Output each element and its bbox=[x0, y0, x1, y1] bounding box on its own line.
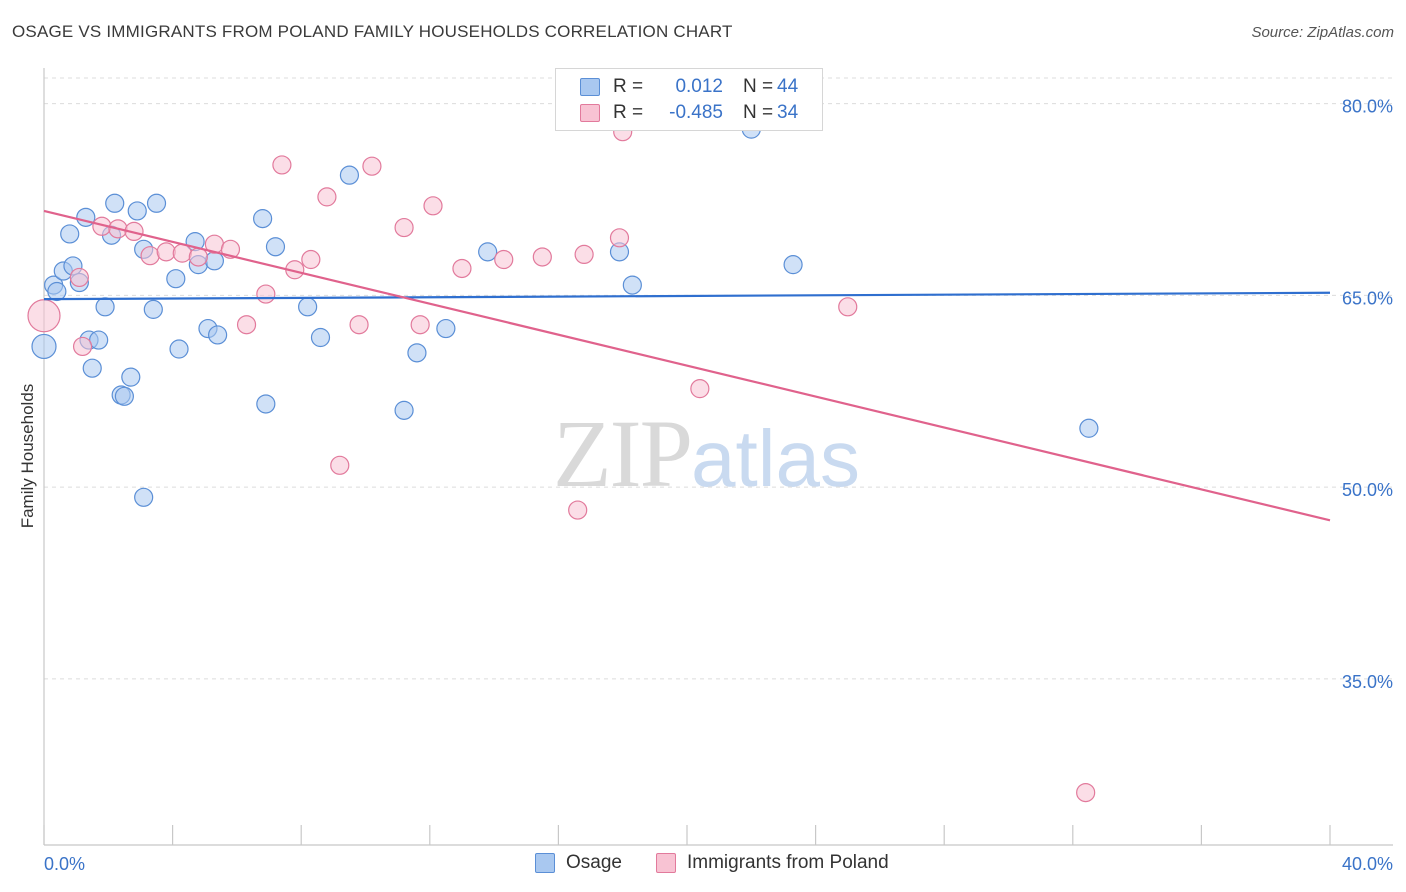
trend-lines bbox=[43, 209, 1331, 522]
legend-n-value: 44 bbox=[777, 76, 799, 97]
osage-point bbox=[169, 339, 189, 359]
source-label: Source: ZipAtlas.com bbox=[1251, 24, 1394, 41]
osage-point bbox=[310, 327, 331, 348]
legend-row-poland: R = -0.485 N = 34 bbox=[580, 101, 798, 125]
osage-trend-line bbox=[43, 291, 1331, 301]
osage-point bbox=[298, 297, 318, 317]
poland-point bbox=[609, 228, 630, 248]
legend-n-label: N = bbox=[743, 76, 774, 97]
poland-trend-line bbox=[43, 209, 1331, 522]
tick-labels: 80.0% 65.0% 50.0% 35.0% 0.0% 40.0% bbox=[44, 97, 1393, 874]
osage-point bbox=[31, 333, 57, 360]
series-legend-poland: Immigrants from Poland bbox=[656, 852, 889, 874]
x-tick-label: 40.0% bbox=[1342, 854, 1393, 874]
osage-point bbox=[60, 224, 80, 244]
legend-swatch-osage bbox=[580, 78, 600, 96]
series-swatch-poland bbox=[656, 853, 676, 873]
osage-point bbox=[134, 487, 154, 507]
legend-r-value: -0.485 bbox=[669, 102, 723, 123]
chart-title: OSAGE VS IMMIGRANTS FROM POLAND FAMILY H… bbox=[12, 22, 733, 41]
osage-point bbox=[256, 394, 276, 414]
osage-point bbox=[121, 367, 141, 387]
legend-swatch-poland bbox=[580, 104, 600, 122]
legend-r-value: 0.012 bbox=[675, 76, 723, 97]
poland-point bbox=[256, 284, 276, 304]
correlation-legend: R = 0.012 N = 44 R = -0.485 N = 34 bbox=[555, 68, 823, 131]
poland-point bbox=[317, 187, 337, 207]
poland-point bbox=[349, 315, 369, 335]
legend-r-label: R = bbox=[613, 76, 644, 97]
poland-point bbox=[410, 315, 430, 335]
osage-point bbox=[783, 255, 803, 275]
osage-point bbox=[436, 318, 456, 339]
osage-point bbox=[143, 299, 163, 319]
watermark-zip: ZIP bbox=[553, 400, 693, 507]
osage-point bbox=[127, 201, 147, 221]
poland-point bbox=[690, 379, 710, 399]
y-tick-label: 65.0% bbox=[1342, 288, 1393, 308]
osage-point bbox=[89, 330, 109, 350]
osage-point bbox=[265, 237, 286, 257]
osage-point bbox=[1079, 418, 1099, 438]
poland-point bbox=[330, 455, 350, 475]
series-swatch-osage bbox=[535, 853, 555, 873]
osage-point bbox=[253, 209, 273, 229]
poland-point bbox=[27, 299, 61, 333]
poland-point bbox=[494, 249, 514, 270]
poland-point bbox=[69, 267, 89, 288]
series-label-poland: Immigrants from Poland bbox=[687, 852, 889, 873]
osage-point bbox=[339, 165, 360, 185]
poland-point bbox=[236, 315, 257, 335]
y-tick-label: 80.0% bbox=[1342, 97, 1393, 117]
series-legend: Osage Immigrants from Poland bbox=[0, 852, 1406, 878]
osage-point bbox=[114, 386, 134, 406]
poland-point bbox=[423, 196, 443, 216]
data-points bbox=[27, 119, 1099, 803]
y-tick-label: 50.0% bbox=[1342, 480, 1393, 500]
poland-point bbox=[532, 247, 552, 267]
series-legend-osage: Osage bbox=[535, 852, 622, 874]
watermark: ZIPatlas bbox=[553, 398, 860, 509]
poland-point bbox=[394, 217, 414, 238]
poland-point bbox=[140, 246, 160, 266]
poland-point bbox=[301, 249, 321, 270]
legend-n-value: 34 bbox=[777, 102, 799, 123]
osage-point bbox=[47, 281, 67, 302]
osage-point bbox=[407, 343, 427, 363]
x-tick-label: 0.0% bbox=[44, 854, 85, 874]
osage-point bbox=[208, 325, 228, 345]
poland-point bbox=[838, 297, 858, 317]
osage-point bbox=[146, 193, 167, 213]
watermark-atlas: atlas bbox=[691, 414, 860, 503]
osage-point bbox=[82, 358, 102, 378]
poland-point bbox=[272, 155, 292, 175]
grid-lines bbox=[44, 77, 1393, 680]
poland-point bbox=[1076, 782, 1096, 803]
legend-n-label: N = bbox=[743, 102, 774, 123]
legend-r-label: R = bbox=[613, 102, 644, 123]
poland-point bbox=[362, 156, 382, 176]
legend-row-osage: R = 0.012 N = 44 bbox=[580, 75, 798, 99]
poland-point bbox=[72, 336, 93, 357]
axes bbox=[43, 68, 1393, 846]
osage-point bbox=[95, 297, 115, 317]
osage-point bbox=[166, 269, 186, 289]
series-label-osage: Osage bbox=[566, 852, 622, 873]
y-axis-title: Family Households bbox=[18, 383, 37, 529]
y-tick-label: 35.0% bbox=[1342, 672, 1393, 692]
osage-point bbox=[105, 193, 125, 213]
osage-point bbox=[478, 242, 498, 262]
osage-point bbox=[394, 400, 414, 420]
osage-point bbox=[622, 275, 642, 295]
poland-point bbox=[568, 500, 588, 520]
poland-point bbox=[452, 258, 472, 279]
poland-point bbox=[574, 244, 594, 265]
poland-point bbox=[156, 242, 176, 262]
